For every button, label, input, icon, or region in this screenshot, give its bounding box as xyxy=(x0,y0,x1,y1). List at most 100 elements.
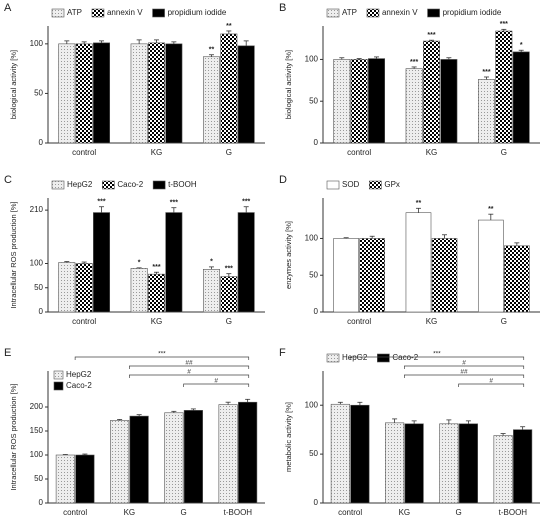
error-bar xyxy=(154,40,159,43)
legend-label: Caco-2 xyxy=(117,180,143,189)
x-tick-label: control xyxy=(347,148,371,157)
panel-label: F xyxy=(279,347,286,359)
significance-label: *** xyxy=(242,199,250,206)
bar xyxy=(59,44,75,143)
y-tick-label: 50 xyxy=(309,270,318,279)
y-tick-label: 0 xyxy=(314,307,319,316)
y-tick-label: 50 xyxy=(309,96,318,105)
x-tick-label: KG xyxy=(426,148,438,157)
y-tick-label: 0 xyxy=(39,138,44,147)
x-tick-label: G xyxy=(501,317,507,326)
bar xyxy=(331,404,350,503)
bar xyxy=(351,405,370,503)
x-tick-label: control xyxy=(72,317,96,326)
panel-label: C xyxy=(4,174,12,186)
bracket-label: # xyxy=(462,360,466,367)
y-tick-label: 50 xyxy=(34,283,43,292)
y-tick-label: 0 xyxy=(39,307,44,316)
legend-label: ATP xyxy=(342,8,357,17)
bar xyxy=(56,455,75,503)
bar xyxy=(148,274,164,312)
legend-swatch xyxy=(102,181,114,189)
bar xyxy=(385,423,404,503)
bracket-label: # xyxy=(187,369,191,376)
bar xyxy=(238,402,257,503)
significance-label: *** xyxy=(97,199,105,206)
error-bar xyxy=(484,77,489,80)
y-tick-label: 200 xyxy=(30,402,44,411)
significance-label: * xyxy=(138,260,141,267)
y-tick-label: 100 xyxy=(305,400,319,409)
x-tick-label: control xyxy=(63,508,87,517)
bar xyxy=(334,59,350,143)
legend-swatch xyxy=(54,382,63,390)
error-bar xyxy=(99,207,104,213)
bar xyxy=(406,213,431,312)
error-bar xyxy=(226,31,231,34)
bracket-label: # xyxy=(489,378,493,385)
error-bar xyxy=(226,402,231,404)
bar xyxy=(504,246,529,312)
legend-swatch xyxy=(327,354,339,362)
y-tick-label: 50 xyxy=(309,449,318,458)
y-tick-label: 100 xyxy=(305,55,319,64)
error-bar xyxy=(488,214,493,220)
bar xyxy=(59,263,75,312)
legend-swatch xyxy=(92,9,104,17)
legend-swatch xyxy=(153,181,165,189)
significance-label: ** xyxy=(209,47,215,54)
significance-label: *** xyxy=(152,264,160,271)
error-bar xyxy=(171,208,176,213)
y-tick-label: 100 xyxy=(30,39,44,48)
legend-label: annexin V xyxy=(382,8,418,17)
x-tick-label: G xyxy=(181,508,187,517)
bar xyxy=(221,34,237,143)
legend-swatch xyxy=(327,181,339,189)
bar xyxy=(184,410,203,503)
bar xyxy=(203,57,219,143)
bracket-label: # xyxy=(214,378,218,385)
legend-label: GPx xyxy=(384,180,400,189)
bar xyxy=(478,220,503,312)
legend-label: SOD xyxy=(342,180,360,189)
x-tick-label: t-BOOH xyxy=(224,508,253,517)
bracket-label: ## xyxy=(185,360,193,367)
error-bar xyxy=(514,243,519,246)
bar xyxy=(203,269,219,312)
x-tick-label: G xyxy=(226,148,232,157)
x-tick-label: G xyxy=(456,508,462,517)
legend-label: Caco-2 xyxy=(392,353,418,362)
bar xyxy=(148,43,164,143)
legend-label: HepG2 xyxy=(66,370,92,379)
error-bar xyxy=(416,208,421,212)
y-tick-label: 50 xyxy=(34,89,43,98)
error-bar xyxy=(64,41,69,44)
bar xyxy=(423,41,439,143)
bar xyxy=(440,424,459,503)
legend-label: propidium iodide xyxy=(443,8,502,17)
bar xyxy=(496,31,512,143)
x-tick-label: t-BOOH xyxy=(499,508,528,517)
legend-swatch xyxy=(52,181,64,189)
y-tick-label: 0 xyxy=(314,138,319,147)
x-tick-label: control xyxy=(338,508,362,517)
y-axis-label: Intracellular ROS production [%] xyxy=(9,383,18,490)
bar xyxy=(131,268,147,312)
y-tick-label: 0 xyxy=(314,498,319,507)
bar xyxy=(368,59,384,143)
error-bar xyxy=(226,274,231,277)
legend-swatch xyxy=(377,354,389,362)
bar xyxy=(478,79,494,143)
significance-label: ** xyxy=(488,206,494,213)
bar xyxy=(76,455,95,503)
x-tick-label: G xyxy=(226,317,232,326)
bar xyxy=(76,263,92,312)
bar xyxy=(238,46,254,143)
panel-label: B xyxy=(279,2,286,14)
bar xyxy=(166,44,182,143)
x-tick-label: KG xyxy=(399,508,411,517)
y-axis-label: enzymes activity [%] xyxy=(284,221,293,289)
x-tick-label: KG xyxy=(151,317,163,326)
bar xyxy=(360,238,385,312)
